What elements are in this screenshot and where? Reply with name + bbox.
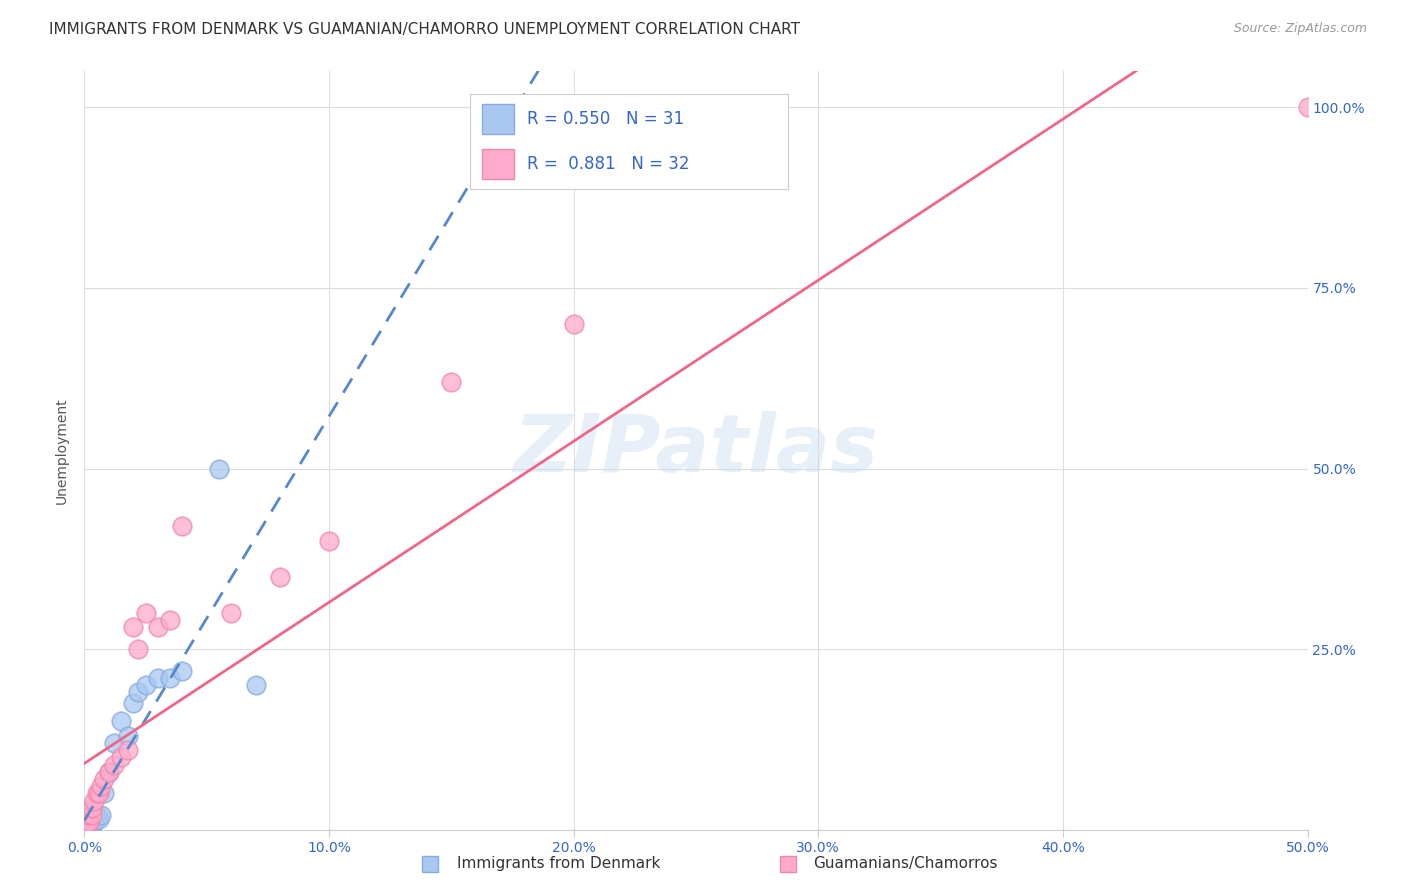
Y-axis label: Unemployment: Unemployment <box>55 397 69 504</box>
Point <box>110 750 132 764</box>
Point <box>87 787 110 801</box>
Point <box>159 613 181 627</box>
Point <box>73 815 96 830</box>
Text: ZIPatlas: ZIPatlas <box>513 411 879 490</box>
Point <box>159 671 181 685</box>
Point <box>83 794 105 808</box>
Point <box>208 461 231 475</box>
Point <box>172 519 194 533</box>
Point <box>73 812 96 826</box>
Point <box>77 819 100 833</box>
Point <box>103 757 125 772</box>
Point <box>117 729 139 743</box>
Point <box>86 787 108 801</box>
Point <box>76 819 98 833</box>
Point <box>80 801 103 815</box>
Point <box>122 696 145 710</box>
Point <box>127 642 149 657</box>
Point <box>219 606 242 620</box>
Point <box>110 714 132 729</box>
Point <box>77 812 100 826</box>
Point <box>76 819 98 833</box>
Point <box>93 787 115 801</box>
Point <box>122 620 145 634</box>
Text: Immigrants from Denmark: Immigrants from Denmark <box>457 856 661 871</box>
Point <box>146 620 169 634</box>
Text: Guamanians/Chamorros: Guamanians/Chamorros <box>813 856 997 871</box>
Point <box>117 743 139 757</box>
Point <box>80 819 103 833</box>
Point <box>318 533 340 548</box>
Point <box>76 815 98 830</box>
Point <box>97 764 120 779</box>
Point <box>73 819 96 833</box>
Point <box>127 685 149 699</box>
Point <box>76 815 98 830</box>
Point <box>73 812 96 826</box>
Point <box>73 819 96 833</box>
Point <box>269 570 291 584</box>
Point <box>97 764 120 779</box>
Point <box>80 815 103 830</box>
Point <box>562 317 585 331</box>
Point <box>76 822 98 837</box>
Point <box>77 808 100 822</box>
Point <box>76 822 98 837</box>
Point <box>87 812 110 826</box>
Point <box>83 815 105 830</box>
Point <box>135 606 157 620</box>
Point <box>73 815 96 830</box>
Point <box>90 779 112 793</box>
Point <box>77 815 100 830</box>
Text: Source: ZipAtlas.com: Source: ZipAtlas.com <box>1233 22 1367 36</box>
Point <box>90 808 112 822</box>
Point <box>76 808 98 822</box>
Point <box>172 664 194 678</box>
Point <box>76 805 98 819</box>
Point <box>73 822 96 837</box>
Point <box>1296 100 1319 114</box>
Point <box>245 678 267 692</box>
Point <box>73 822 96 837</box>
Point <box>86 808 108 822</box>
Point <box>146 671 169 685</box>
Point <box>80 808 103 822</box>
Point <box>103 736 125 750</box>
Point <box>440 375 463 389</box>
Point <box>77 822 100 837</box>
Point <box>93 772 115 786</box>
Text: IMMIGRANTS FROM DENMARK VS GUAMANIAN/CHAMORRO UNEMPLOYMENT CORRELATION CHART: IMMIGRANTS FROM DENMARK VS GUAMANIAN/CHA… <box>49 22 800 37</box>
Point <box>135 678 157 692</box>
